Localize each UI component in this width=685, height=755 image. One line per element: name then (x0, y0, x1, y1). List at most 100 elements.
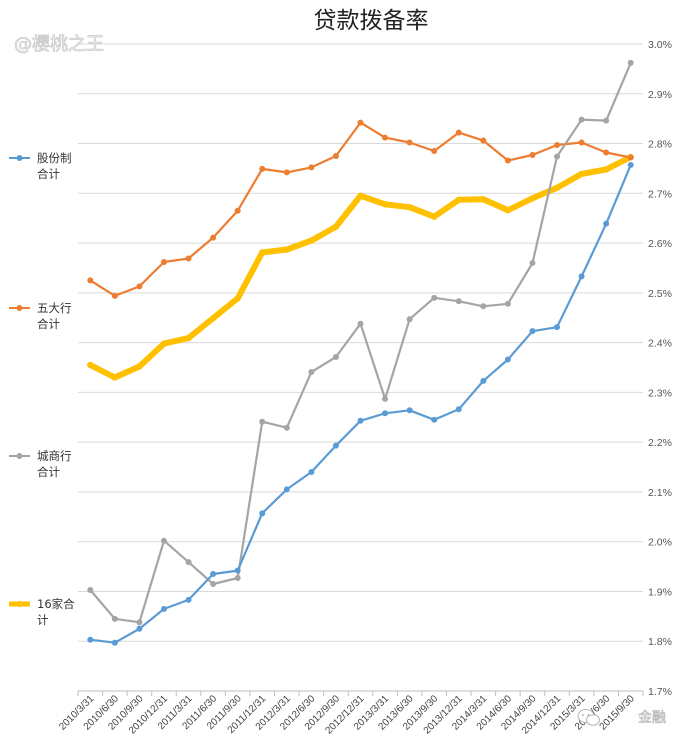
data-point (406, 139, 413, 146)
watermark-bottom-right: 金融 (577, 709, 666, 726)
data-point (504, 207, 512, 214)
data-point (234, 575, 241, 582)
legend-marker (16, 305, 23, 311)
y-tick-label: 2.3% (648, 387, 672, 399)
data-point (504, 356, 511, 363)
y-tick-label: 2.6% (648, 238, 672, 250)
data-point (210, 571, 217, 578)
data-point (504, 300, 511, 307)
series-line (89, 121, 632, 297)
y-tick-label: 2.8% (648, 139, 672, 151)
data-point (406, 316, 413, 323)
data-point (382, 134, 389, 141)
data-point (209, 315, 217, 322)
data-point (234, 295, 241, 302)
y-tick-label: 2.2% (648, 437, 672, 449)
legend-label: 合计 (37, 465, 60, 479)
data-point (234, 567, 241, 574)
legend-label: 五大行 (37, 301, 72, 315)
data-point (160, 605, 167, 612)
x-axis: 2010/3/312010/6/302010/9/302010/12/31201… (57, 691, 644, 737)
data-point (332, 223, 340, 230)
data-point (529, 195, 536, 202)
data-point (529, 151, 536, 158)
y-tick-label: 2.7% (648, 188, 672, 200)
data-point (160, 340, 168, 347)
data-point (136, 283, 143, 290)
watermark-top-left: @樱桃之王 (14, 34, 104, 55)
legend-label: 合计 (37, 167, 60, 181)
data-point (111, 292, 118, 299)
data-point (87, 636, 94, 643)
data-point (480, 377, 487, 384)
data-point (455, 196, 462, 203)
data-point (529, 259, 536, 266)
data-point (210, 234, 217, 241)
y-tick-label: 3.0% (648, 39, 672, 51)
series-line (89, 163, 632, 644)
chart-title: 贷款拨备率 (314, 8, 429, 34)
data-point (553, 184, 561, 192)
data-point (529, 328, 536, 335)
y-tick-label: 1.9% (648, 586, 672, 598)
data-point (381, 201, 389, 208)
legend-label: 计 (37, 613, 49, 627)
data-point (406, 204, 413, 211)
legend-marker (16, 453, 23, 459)
data-point (554, 324, 561, 331)
data-point (430, 213, 438, 220)
data-point (259, 510, 266, 517)
y-tick-label: 2.0% (648, 537, 672, 549)
data-point (382, 395, 389, 402)
watermark-bottom-right-text: 金融 (638, 710, 666, 726)
data-point (308, 237, 315, 244)
data-point (283, 486, 290, 493)
data-point (603, 149, 610, 156)
data-point (160, 258, 167, 265)
data-point (480, 303, 487, 310)
data-point (578, 116, 585, 123)
data-point (554, 153, 561, 160)
data-point (627, 154, 634, 161)
data-point (283, 169, 290, 176)
wechat-logo-icon (577, 709, 600, 726)
data-point (185, 334, 192, 342)
data-point (283, 246, 291, 253)
data-point (87, 361, 94, 369)
data-point (87, 586, 94, 593)
data-point (332, 152, 339, 159)
data-point (259, 249, 266, 256)
data-point (603, 117, 610, 124)
data-point (504, 157, 511, 164)
data-point (431, 294, 438, 301)
data-point (136, 619, 143, 626)
data-point (455, 129, 462, 136)
legend-marker (16, 155, 23, 161)
legend-label: 合计 (37, 317, 60, 331)
data-point (136, 363, 143, 370)
y-tick-label: 1.7% (648, 686, 672, 698)
data-point (332, 354, 339, 361)
data-point (406, 407, 413, 414)
legend-marker (16, 601, 23, 607)
data-point (578, 139, 585, 146)
data-point (603, 220, 610, 227)
data-point (87, 277, 94, 284)
data-point (357, 119, 364, 126)
data-point (382, 410, 389, 417)
data-point (160, 537, 167, 544)
y-axis: 1.7% 1.8% 1.9% 2.0% 2.1% 2.2% 2.3% 2.4% 2.5% 2.6%… (648, 39, 672, 698)
legend-label: 16家合 (37, 597, 75, 611)
data-point (455, 298, 462, 305)
data-point (136, 625, 143, 632)
data-point (111, 374, 119, 381)
data-point (578, 273, 585, 280)
data-point (185, 255, 192, 262)
data-point (308, 164, 315, 171)
data-point (480, 137, 487, 144)
data-point (185, 596, 192, 603)
data-point (332, 442, 339, 449)
data-point (627, 59, 634, 66)
data-point (308, 469, 315, 476)
